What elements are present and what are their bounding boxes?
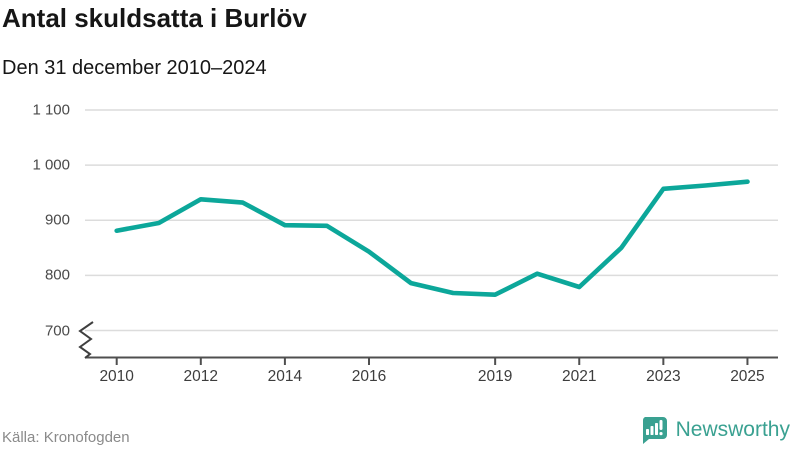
x-axis-tick-label: 2010 (99, 368, 134, 385)
x-axis-tick-label: 2021 (562, 368, 597, 385)
y-axis-tick-label: 1 100 (32, 101, 70, 119)
x-axis-tick-label: 2014 (267, 368, 303, 385)
x-axis-tick-label: 2012 (183, 368, 219, 385)
y-axis-tick-label: 800 (44, 266, 70, 284)
x-axis-tick-label: 2025 (730, 368, 765, 385)
x-axis-tick-label: 2023 (646, 368, 681, 385)
data-line-series (114, 179, 750, 298)
newsworthy-logo: Newsworthy (639, 415, 790, 445)
x-axis-tick-label: 2016 (351, 368, 387, 385)
newsworthy-icon (642, 417, 667, 444)
y-axis-tick-label: 900 (44, 211, 70, 229)
chart-title: Antal skuldsatta i Burlöv (2, 3, 307, 33)
y-axis-tick-label: 1 000 (32, 156, 70, 174)
axis-break-icon (78, 321, 94, 359)
chart-subtitle: Den 31 december 2010–2024 (2, 57, 267, 79)
y-axis-tick-label: 700 (44, 322, 70, 339)
source-note: Källa: Kronofogden (2, 429, 130, 446)
newsworthy-logo-text: Newsworthy (675, 418, 790, 441)
x-axis-tick-label: 2019 (477, 368, 513, 385)
